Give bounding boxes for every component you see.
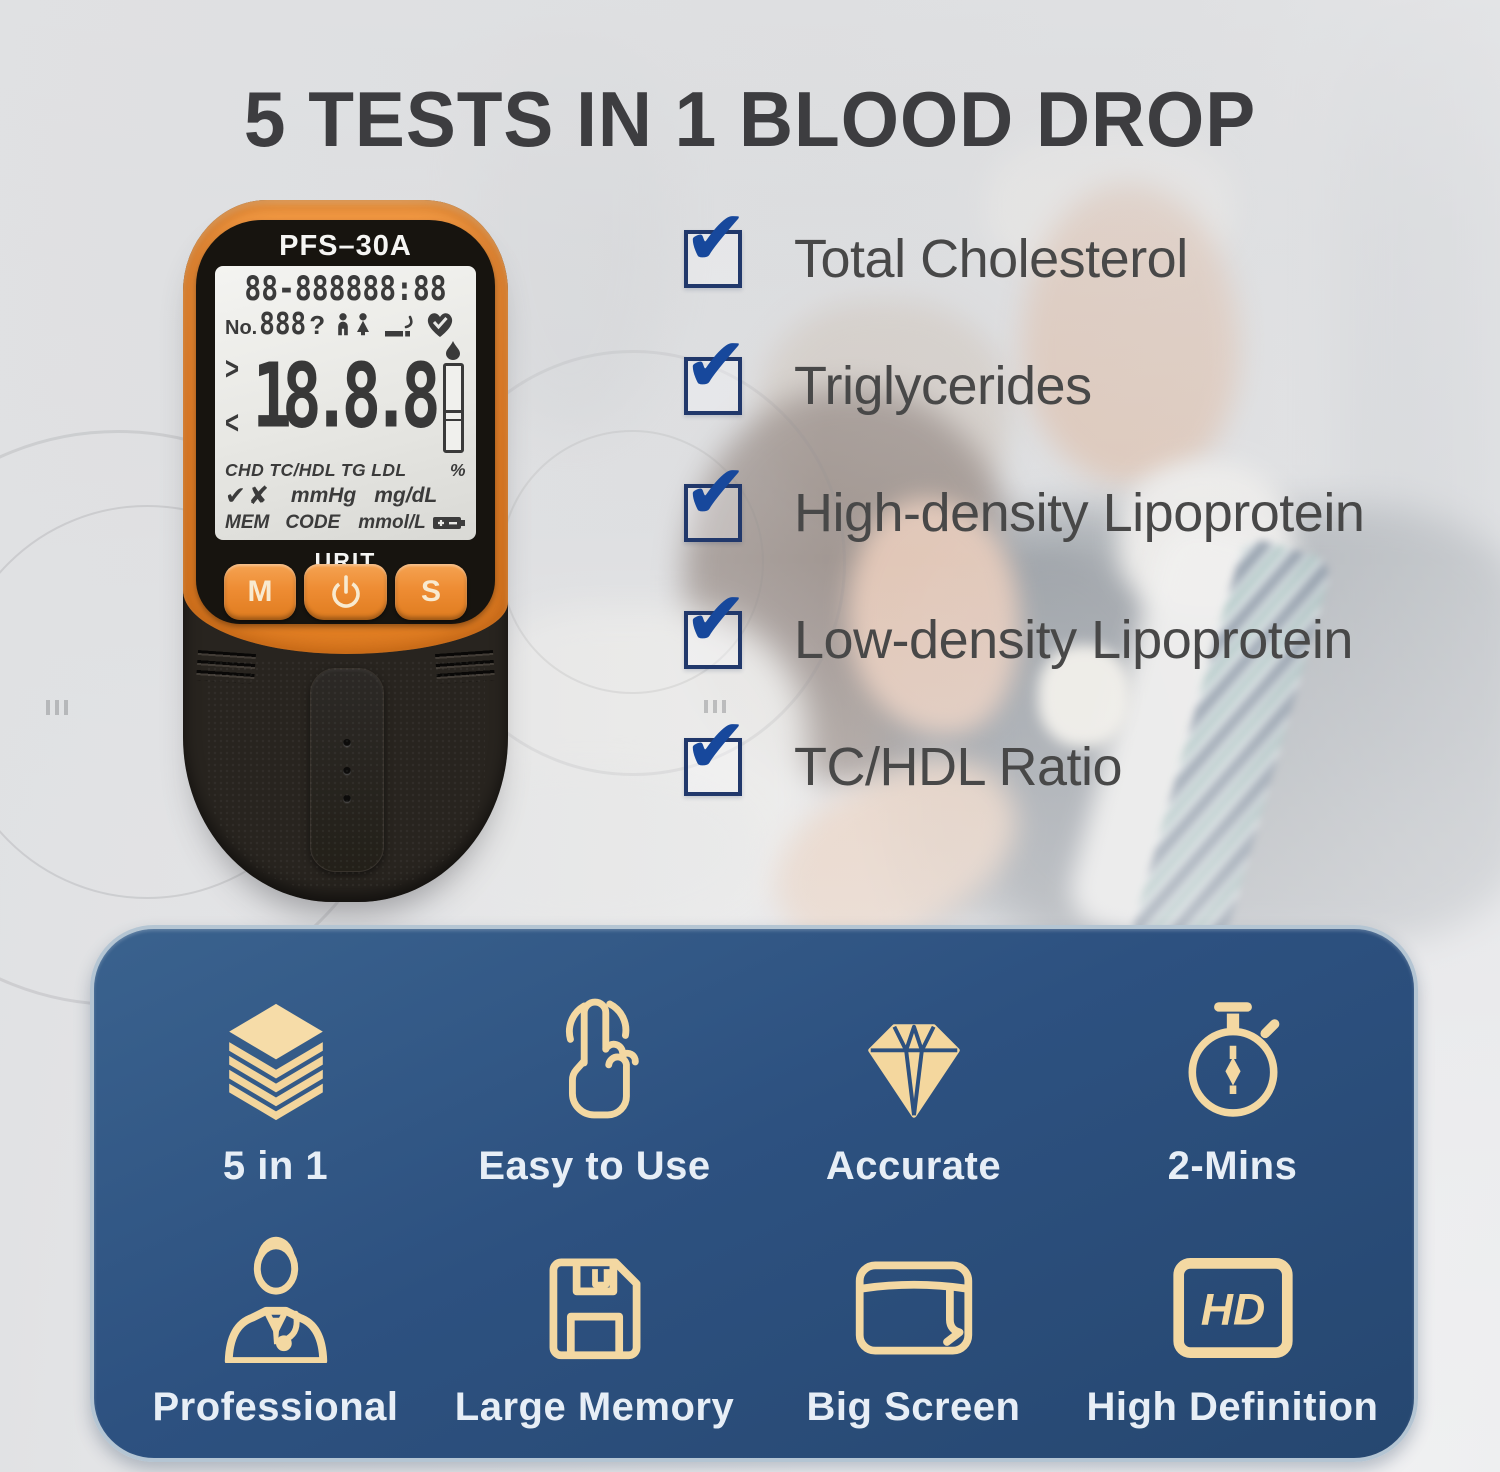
checklist-item: ✔ High-density Lipoprotein — [684, 454, 1365, 546]
test-strip-gauge — [442, 362, 464, 453]
feature-5-in-1: 5 in 1 — [120, 959, 431, 1189]
checklist-item: ✔ Triglycerides — [684, 327, 1364, 419]
lcd-inequality-marks: > < — [225, 351, 249, 442]
lcd-main-row: > < 18.8.8 — [225, 340, 466, 454]
test-checklist: ✔ Total Cholesterol ✔ Triglycerides ✔ Hi… — [684, 200, 1365, 800]
feature-label: 2-Mins — [1167, 1143, 1298, 1188]
greater-than-mark: > — [225, 351, 240, 388]
cross-mark-icon: ✘ — [247, 481, 269, 510]
grip-lines — [196, 650, 256, 684]
floppy-disk-icon — [536, 1245, 654, 1363]
feature-label: Professional — [152, 1385, 399, 1429]
lcd-bottom-row: MEM CODE mmol/L — [225, 512, 466, 534]
less-than-mark: < — [225, 405, 240, 442]
lcd-datetime: 88-888888:88 — [244, 268, 447, 309]
bar-chart-mark — [46, 700, 68, 715]
device-buttons: M S — [210, 564, 481, 626]
woman-icon — [355, 310, 371, 338]
lcd-id-row: No. 888 ? — [225, 307, 466, 343]
memory-button: M — [224, 564, 296, 620]
feature-label: Easy to Use — [478, 1143, 711, 1188]
hd-icon: HD — [1169, 1253, 1297, 1363]
feature-label: Big Screen — [806, 1385, 1021, 1429]
tap-hand-icon — [541, 992, 649, 1122]
feature-big-screen: Big Screen — [758, 1201, 1069, 1431]
device-lcd-screen: 88-888888:88 No. 888 ? — [215, 266, 476, 540]
battery-icon — [432, 514, 466, 532]
feature-label: Large Memory — [454, 1385, 735, 1429]
checklist-item-label: High-density Lipoprotein — [794, 483, 1365, 543]
device-bezel: PFS–30A 88-888888:88 No. 888 ? — [196, 220, 495, 624]
checkmark-icon: ✔ — [684, 574, 748, 663]
feature-high-definition: HD High Definition — [1077, 1201, 1388, 1431]
hd-text: HD — [1200, 1285, 1264, 1334]
lcd-no-digits: 888 — [259, 307, 307, 343]
checklist-item-label: Low-density Lipoprotein — [794, 610, 1353, 670]
checkbox-icon: ✔ — [684, 200, 748, 288]
pfs-30a-meter: PFS–30A 88-888888:88 No. 888 ? — [183, 200, 508, 902]
heart-check-icon — [425, 310, 455, 338]
checklist-item-label: Triglycerides — [794, 356, 1092, 416]
cigarette-icon — [383, 312, 413, 338]
lcd-code: CODE — [285, 512, 341, 533]
feature-large-memory: Large Memory — [439, 1201, 750, 1431]
lcd-no-label: No. — [225, 316, 258, 339]
lcd-params-text: CHD TC/HDL TG LDL — [225, 460, 407, 480]
checkmark-icon: ✔ — [684, 193, 748, 282]
feature-label: 5 in 1 — [222, 1143, 329, 1188]
man-icon — [335, 310, 351, 338]
lcd-mmhg: mmHg — [290, 483, 357, 507]
lcd-mmoll: mmol/L — [358, 512, 426, 533]
big-screen-icon — [850, 1253, 978, 1363]
doctor-icon — [211, 1235, 341, 1363]
feature-2-mins: 2-Mins — [1077, 959, 1388, 1189]
lcd-parameters-row: CHD TC/HDL TG LDL % — [225, 460, 466, 481]
checklist-item: ✔ Total Cholesterol — [684, 200, 1364, 292]
panel-dot — [343, 739, 351, 747]
feature-professional: Professional — [120, 1201, 431, 1431]
feature-easy-to-use: Easy to Use — [439, 959, 750, 1189]
checklist-item-label: TC/HDL Ratio — [794, 737, 1123, 797]
lcd-question-mark: ? — [309, 309, 326, 340]
checkbox-icon: ✔ — [684, 454, 748, 542]
checkmark-icon: ✔ — [684, 320, 748, 409]
feature-label: High Definition — [1086, 1385, 1379, 1429]
checkbox-icon: ✔ — [684, 327, 748, 415]
panel-dot — [343, 795, 351, 803]
lcd-percent: % — [450, 460, 466, 480]
blood-drop-icon — [446, 340, 460, 360]
bar-chart-mark — [704, 700, 726, 713]
strip-slot-panel — [310, 668, 384, 872]
checkmark-icon: ✔ — [684, 447, 748, 536]
page-title: 5 TESTS IN 1 BLOOD DROP — [243, 75, 1257, 164]
device-model-label: PFS–30A — [279, 230, 412, 262]
checkbox-icon: ✔ — [684, 581, 748, 669]
select-button: S — [395, 564, 467, 620]
lcd-strip-indicator — [440, 340, 466, 453]
checkmark-icon: ✔ — [684, 701, 748, 790]
grip-lines — [435, 650, 495, 684]
stopwatch-icon — [1180, 996, 1286, 1122]
lcd-units-row: ✔ ✘ mmHg mg/dL — [225, 483, 466, 508]
panel-dot — [343, 767, 351, 775]
lcd-main-digits: 18.8.8 — [252, 344, 440, 449]
feature-accurate: Accurate — [758, 959, 1069, 1189]
checklist-item-label: Total Cholesterol — [794, 229, 1188, 289]
diamond-icon — [855, 1018, 973, 1122]
checklist-item: ✔ Low-density Lipoprotein — [684, 581, 1364, 673]
lcd-mgdl: mg/dL — [374, 483, 438, 507]
features-panel: 5 in 1 Easy to Use — [90, 925, 1418, 1462]
power-icon — [331, 575, 360, 608]
checkbox-icon: ✔ — [684, 708, 748, 796]
layers-icon — [224, 1002, 328, 1122]
power-button — [304, 564, 387, 620]
feature-label: Accurate — [825, 1143, 1002, 1188]
lcd-mem: MEM — [225, 512, 270, 533]
check-mark-icon: ✔ — [225, 481, 246, 510]
checklist-item: ✔ TC/HDL Ratio — [684, 708, 1364, 800]
